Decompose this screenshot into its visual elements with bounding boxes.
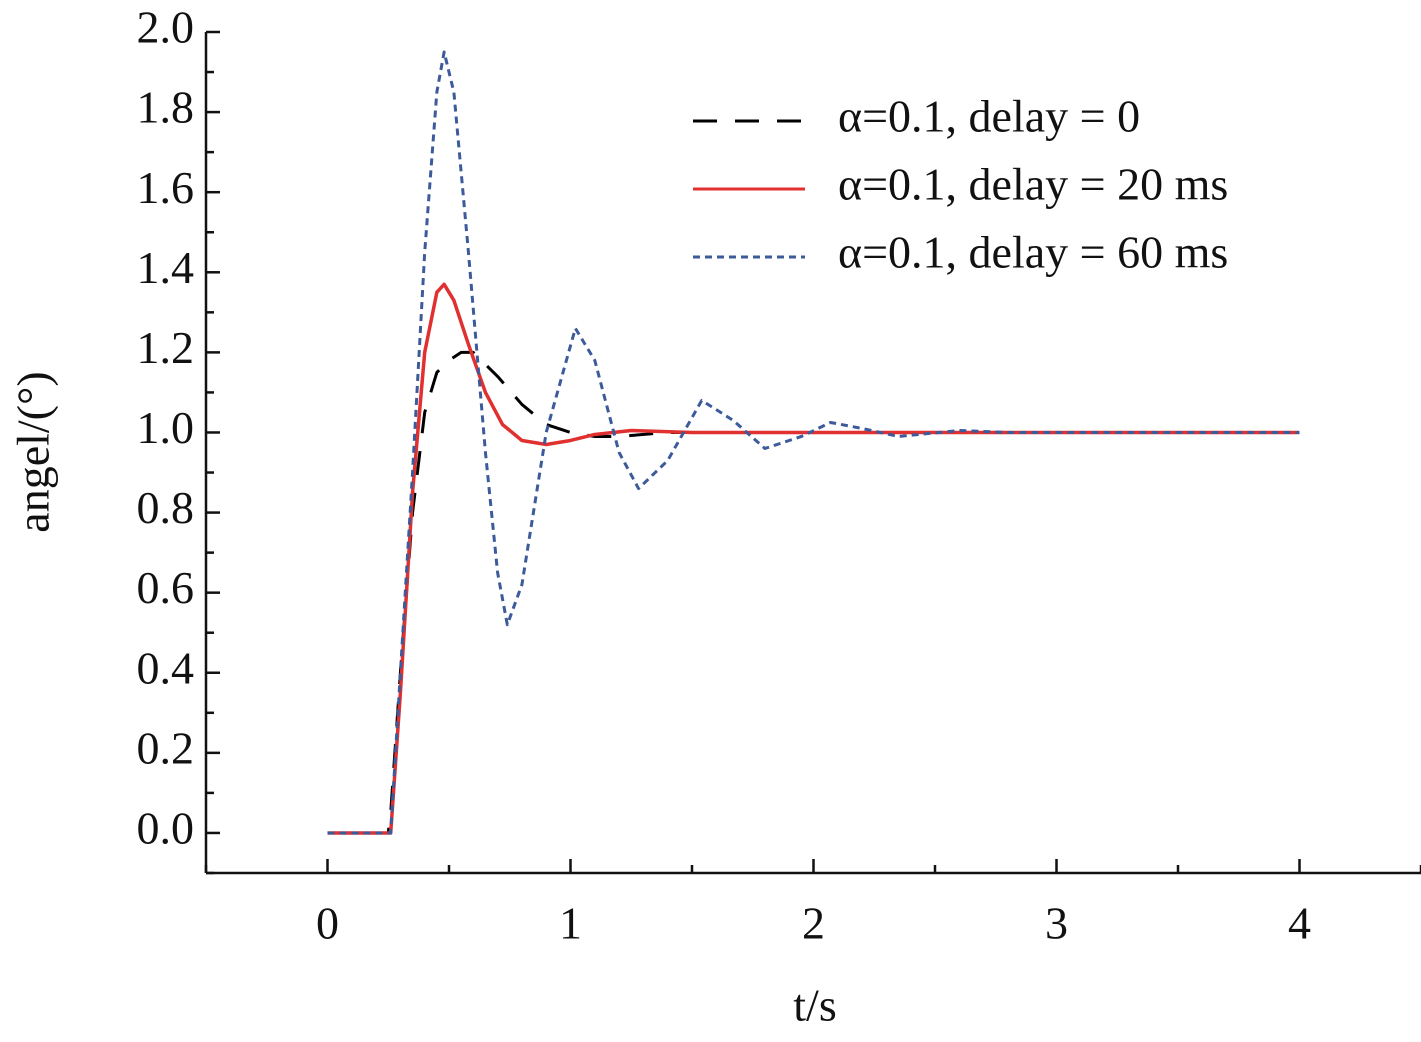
y-tick-label: 0.4 (137, 642, 195, 693)
data-line (327, 50, 1300, 835)
x-tick-label: 4 (1288, 898, 1311, 949)
y-tick-label: 0.0 (137, 803, 195, 854)
x-axis-label: t/s (793, 980, 836, 1031)
y-tick-label: 2.0 (137, 2, 195, 53)
x-tick-label: 3 (1045, 898, 1068, 949)
x-tick-label: 1 (559, 898, 582, 949)
y-tick-label: 1.6 (137, 162, 195, 213)
legend-label: α=0.1, delay = 0 (838, 91, 1140, 142)
x-tick-label: 2 (802, 898, 825, 949)
y-axis-label: angel/(°) (8, 371, 59, 532)
y-tick-label: 0.8 (137, 482, 195, 533)
y-tick-label: 1.0 (137, 402, 195, 453)
x-tick-label: 0 (316, 898, 339, 949)
legend-label: α=0.1, delay = 20 ms (838, 159, 1228, 210)
legend-label: α=0.1, delay = 60 ms (838, 227, 1228, 278)
data-line (327, 282, 1300, 835)
y-tick-label: 0.6 (137, 562, 195, 613)
y-tick-label: 1.2 (137, 322, 195, 373)
data-line (327, 350, 1300, 835)
y-tick-label: 0.2 (137, 722, 195, 773)
y-tick-label: 1.8 (137, 82, 195, 133)
y-tick-label: 1.4 (137, 242, 195, 293)
